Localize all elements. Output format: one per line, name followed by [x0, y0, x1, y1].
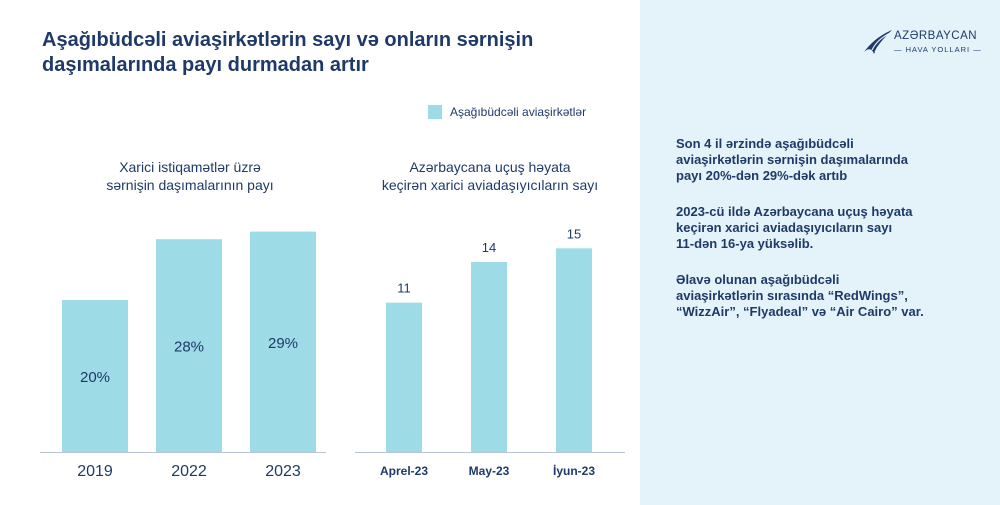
chart-1-title-line-2: sərnişin daşımalarının payı	[106, 177, 274, 193]
logo-text-main: AZƏRBAYCAN	[894, 30, 978, 42]
chart-2-category-label-0: Aprel-23	[380, 464, 428, 478]
note-1-line-3: payı 20%-dən 29%-dək artıb	[676, 168, 848, 183]
page-title: Aşağıbüdcəli aviaşirkətlərin sayı və onl…	[42, 28, 622, 78]
airline-logo: AZƏRBAYCAN — HAVA YOLLARI —	[862, 26, 981, 60]
chart-2-title: Azərbaycana uçuş həyata keçirən xarici a…	[355, 158, 625, 194]
chart-2-category-label-2: İyun-23	[553, 463, 595, 478]
legend-swatch	[428, 105, 442, 119]
chart-1-category-label-0: 2019	[77, 463, 113, 480]
note-3-line-1: Əlavə olunan aşağıbüdcəli	[676, 272, 840, 287]
chart-1-bar-2	[250, 231, 316, 452]
note-1-line-2: aviaşirkətlərin sərnişin daşımalarında	[676, 152, 908, 167]
note-1: Son 4 il ərzində aşağıbüdcəli aviaşirkət…	[676, 136, 976, 184]
title-line-1: Aşağıbüdcəli aviaşirkətlərin sayı və onl…	[42, 29, 534, 51]
chart-1-title-line-1: Xarici istiqamətlər üzrə	[119, 159, 261, 175]
chart-1-category-label-1: 2022	[171, 463, 207, 480]
title-line-2: daşımalarında payı durmadan artır	[42, 54, 369, 76]
chart-2-value-label-2: 15	[567, 226, 581, 241]
chart-2-baseline	[355, 452, 625, 453]
note-2-line-3: 11-dən 16-ya yüksəlib.	[676, 236, 814, 251]
note-3-line-3: “WizzAir”, “Flyadeal” və “Air Cairo” var…	[676, 304, 924, 319]
logo-text-sub: — HAVA YOLLARI —	[894, 45, 982, 54]
carriers-bar-chart: 11 Aprel-23 14 May-23 15 İyun-23	[380, 226, 595, 478]
note-2-line-2: keçirən xarici aviadaşıyıcıların sayı	[676, 220, 893, 235]
chart-2-bar-0	[386, 302, 422, 452]
chart-2-category-label-1: May-23	[469, 464, 510, 478]
chart-2-title-line-2: keçirən xarici aviadaşıyıcıların sayı	[381, 177, 599, 193]
note-1-line-1: Son 4 il ərzində aşağıbüdcəli	[676, 136, 854, 151]
chart-1-bar-1	[156, 239, 222, 452]
chart-2-bar-2	[556, 248, 592, 452]
chart-1-value-label-1: 28%	[174, 339, 204, 356]
chart-1-value-label-0: 20%	[80, 369, 110, 386]
note-2-line-1: 2023-cü ildə Azərbaycana uçuş həyata	[676, 204, 913, 219]
note-2: 2023-cü ildə Azərbaycana uçuş həyata keç…	[676, 204, 976, 252]
bird-logo-icon	[864, 30, 892, 54]
chart-1-bar-0	[62, 300, 128, 452]
chart-1-category-label-2: 2023	[265, 463, 301, 480]
chart-1-value-label-2: 29%	[268, 335, 298, 352]
notes-list: Son 4 il ərzində aşağıbüdcəli aviaşirkət…	[676, 136, 976, 340]
chart-2-title-line-1: Azərbaycana uçuş həyata	[409, 159, 571, 175]
chart-2-value-label-0: 11	[397, 281, 411, 296]
note-3: Əlavə olunan aşağıbüdcəli aviaşirkətləri…	[676, 272, 976, 320]
note-3-line-2: aviaşirkətlərin sırasında “RedWings”,	[676, 288, 908, 303]
chart-2-value-label-1: 14	[482, 240, 496, 255]
chart-1-baseline	[40, 452, 326, 453]
info-panel	[640, 0, 1000, 505]
legend-label: Aşağıbüdcəli aviaşirkətlər	[450, 105, 587, 119]
chart-legend: Aşağıbüdcəli aviaşirkətlər	[428, 105, 586, 119]
share-bar-chart: 20% 2019 28% 2022 29% 2023	[62, 231, 316, 480]
chart-1-title: Xarici istiqamətlər üzrə sərnişin daşıma…	[60, 158, 320, 194]
chart-2-bar-1	[471, 261, 507, 452]
